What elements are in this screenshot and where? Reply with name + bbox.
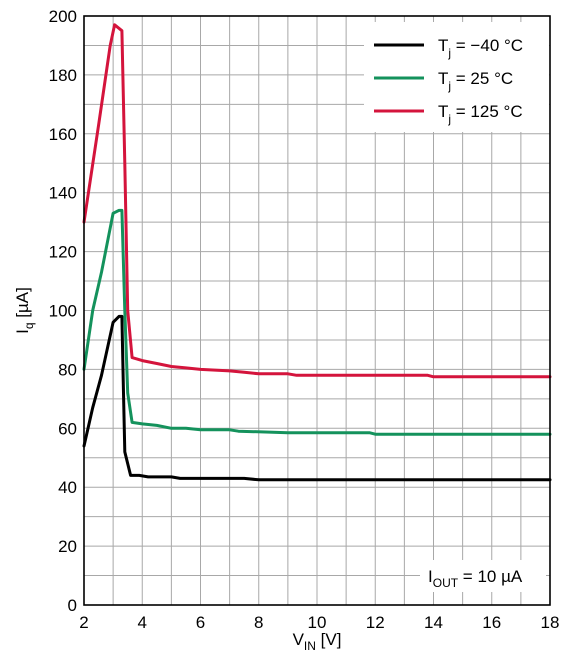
legend-label-rest: = −40 °C xyxy=(451,36,523,55)
annotation-main: I xyxy=(428,567,433,586)
legend-label-sub: j xyxy=(447,46,451,60)
x-axis-label-main: V xyxy=(293,630,305,649)
y-axis-label-sub: q xyxy=(22,322,36,329)
series-line-2 xyxy=(82,208,552,436)
annotation-sub: OUT xyxy=(433,576,459,590)
legend-label-sub: j xyxy=(447,112,451,126)
x-tick-label: 4 xyxy=(138,613,147,632)
x-axis-label-unit: [V] xyxy=(316,630,342,649)
series-line-1 xyxy=(82,314,552,482)
legend-label-main: T xyxy=(438,102,448,121)
x-tick-label: 8 xyxy=(254,613,263,632)
x-tick-labels: 2 4 6 8 10 12 14 16 18 xyxy=(79,613,559,632)
x-axis-label: VIN [V] xyxy=(293,630,342,653)
x-tick-label: 16 xyxy=(482,613,501,632)
x-tick-label: 14 xyxy=(424,613,443,632)
y-tick-labels: 0 20 40 60 80 100 120 140 160 180 200 xyxy=(49,7,77,615)
y-tick-label: 40 xyxy=(58,478,77,497)
x-tick-label: 18 xyxy=(541,613,560,632)
legend-label-main: T xyxy=(438,69,448,88)
y-tick-label: 180 xyxy=(49,66,77,85)
legend-label-rest: = 125 °C xyxy=(451,102,523,121)
plot-frame xyxy=(83,15,551,606)
y-axis-label-main: I xyxy=(13,329,32,334)
series-line-3 xyxy=(82,23,552,379)
y-tick-label: 100 xyxy=(49,302,77,321)
legend-label-rest: = 25 °C xyxy=(451,69,513,88)
legend-label-sub: j xyxy=(447,79,451,93)
y-tick-label: 60 xyxy=(58,419,77,438)
series-layer xyxy=(82,23,552,482)
y-tick-label: 120 xyxy=(49,243,77,262)
annotation-background xyxy=(420,560,546,592)
legend: Tj = −40 °CTj = 25 °CTj = 125 °C xyxy=(364,22,549,132)
legend-label-3: Tj = 125 °C xyxy=(438,102,523,126)
annotation-text: IOUT = 10 µA xyxy=(428,567,523,590)
y-axis-label-unit: [µA] xyxy=(13,287,32,322)
y-tick-label: 80 xyxy=(58,360,77,379)
legend-label-2: Tj = 25 °C xyxy=(438,69,513,93)
legend-label-main: T xyxy=(438,36,448,55)
y-axis-label: Iq [µA] xyxy=(13,287,36,334)
legend-label-1: Tj = −40 °C xyxy=(438,36,523,60)
annotation-rest: = 10 µA xyxy=(458,567,523,586)
y-tick-label: 0 xyxy=(68,596,77,615)
x-tick-label: 6 xyxy=(196,613,205,632)
x-axis-label-sub: IN xyxy=(304,639,316,653)
grid xyxy=(84,16,550,605)
y-tick-label: 200 xyxy=(49,7,77,26)
x-tick-label: 10 xyxy=(308,613,327,632)
y-tick-label: 160 xyxy=(49,125,77,144)
y-tick-label: 20 xyxy=(58,537,77,556)
y-tick-label: 140 xyxy=(49,184,77,203)
x-tick-label: 2 xyxy=(79,613,88,632)
annotation: IOUT = 10 µA xyxy=(420,560,546,592)
x-tick-label: 12 xyxy=(366,613,385,632)
